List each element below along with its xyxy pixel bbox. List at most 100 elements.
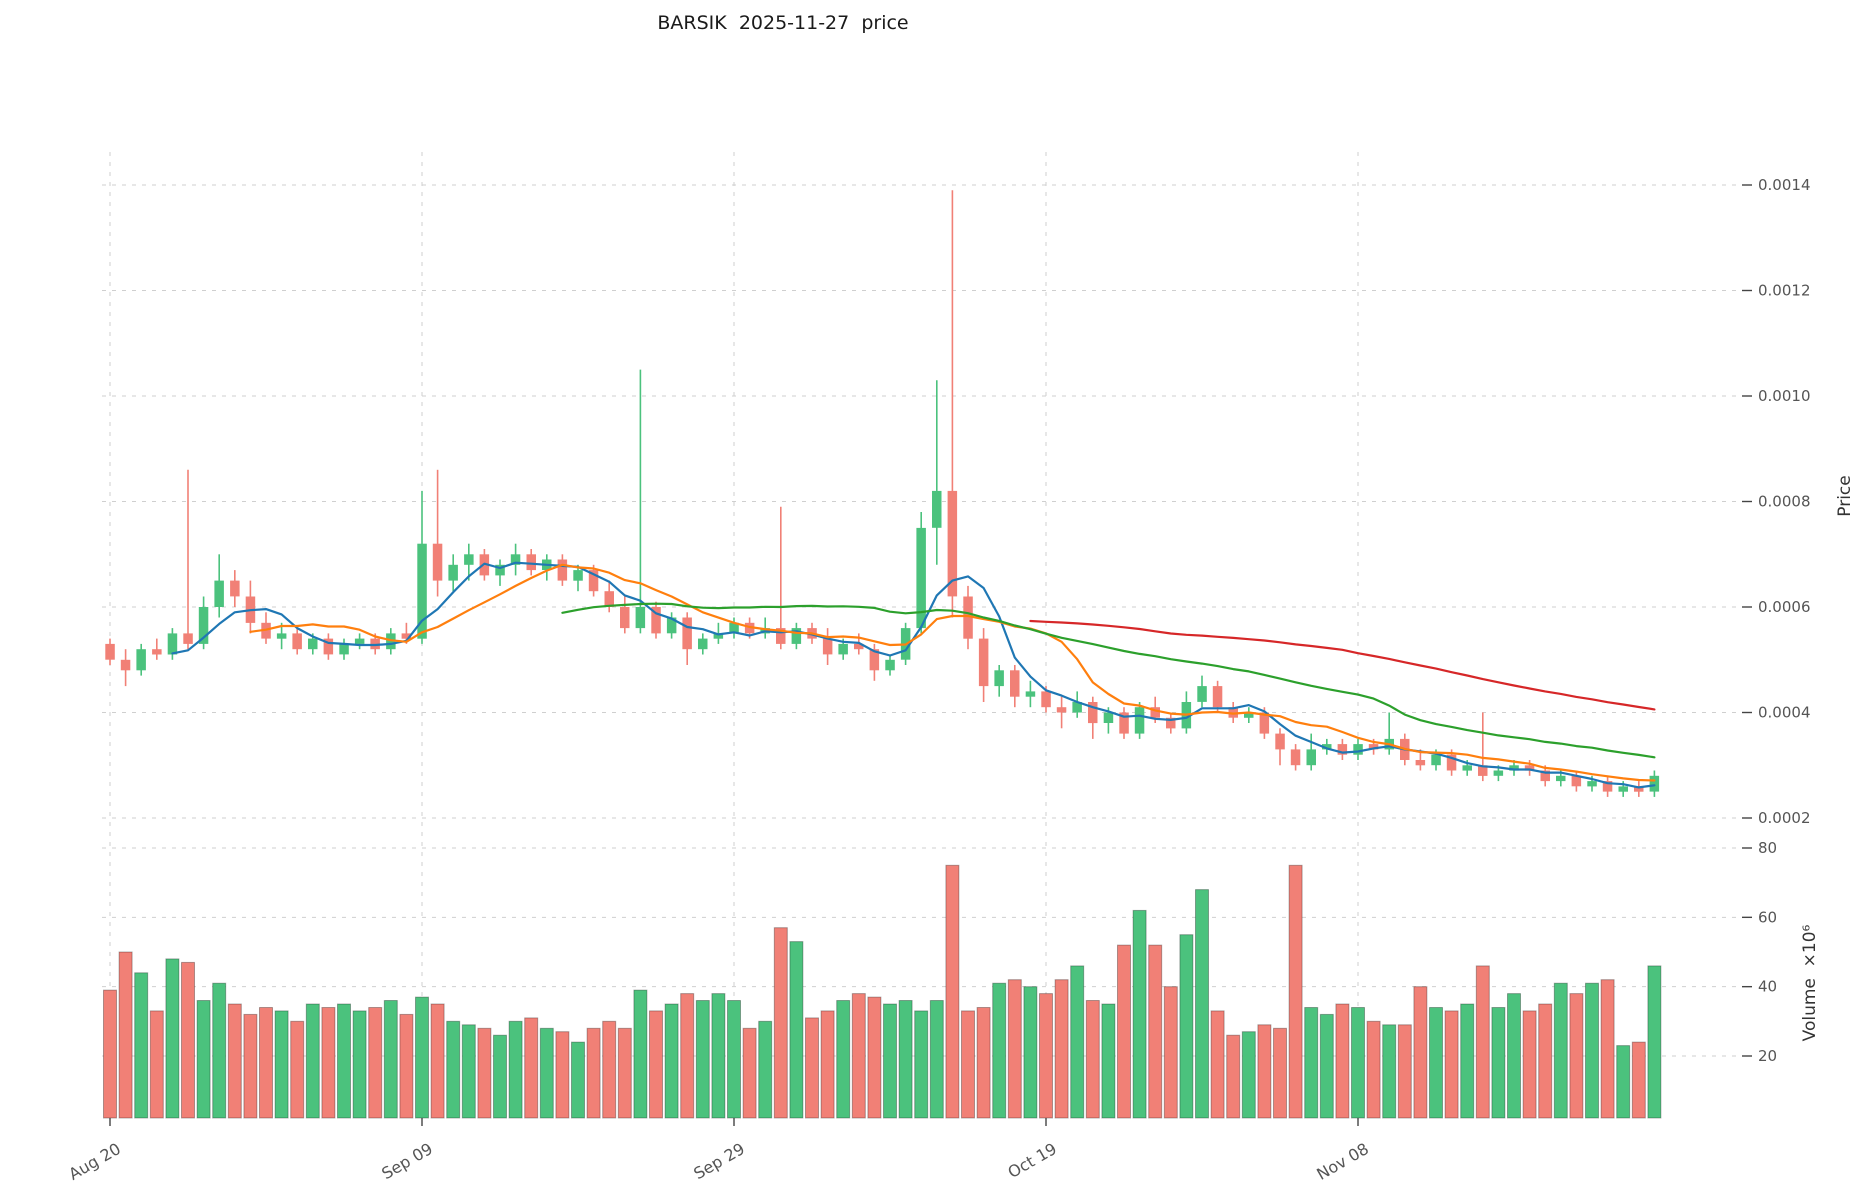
volume-bar	[165, 958, 180, 1119]
candle-body	[1290, 749, 1301, 766]
price-tick-label: 0.0014	[1758, 176, 1811, 194]
candles-layer	[105, 190, 1660, 797]
volume-bar	[1257, 1024, 1272, 1119]
candle-body	[854, 643, 864, 650]
candle-body	[1056, 707, 1067, 713]
candle-body	[713, 633, 724, 639]
volume-bar	[836, 1000, 851, 1119]
candle-body	[1103, 712, 1114, 723]
volume-bar	[368, 1007, 383, 1119]
volume-bar	[1491, 1007, 1506, 1119]
volume-bar	[539, 1027, 554, 1119]
candle-body	[214, 580, 224, 607]
candle-body	[1072, 702, 1082, 713]
candle-body	[1493, 770, 1504, 776]
candle-body	[292, 633, 302, 650]
volume-bar	[1616, 1045, 1631, 1119]
candle-body	[354, 638, 365, 644]
volume-bar	[867, 996, 882, 1119]
volume-bar	[337, 1003, 351, 1119]
volume-bar	[1460, 1003, 1475, 1119]
volume-bar	[1226, 1034, 1241, 1119]
candle-body	[1462, 765, 1472, 771]
volume-bar	[1366, 1020, 1381, 1119]
candle-body	[1431, 754, 1441, 766]
price-tick-label: 0.0006	[1758, 598, 1811, 616]
price-tick-label: 0.0004	[1758, 704, 1811, 722]
candle-body	[1212, 686, 1223, 708]
volume-bar	[727, 1000, 741, 1119]
volume-bar	[383, 1000, 398, 1119]
candle-body	[1150, 707, 1160, 718]
candle-body	[464, 554, 474, 565]
candle-body	[604, 591, 614, 607]
volume-bar	[508, 1020, 523, 1119]
candle-body	[1119, 712, 1129, 734]
volume-bar	[1475, 965, 1490, 1119]
volume-bar	[680, 993, 695, 1119]
candle-body	[1524, 765, 1535, 771]
candle-body	[1244, 712, 1254, 718]
price-tick-label: 0.0012	[1758, 282, 1811, 300]
volume-bar	[649, 1010, 663, 1119]
volume-tick-label: 40	[1758, 978, 1777, 996]
candle-body	[729, 622, 739, 634]
volume-bar	[1195, 889, 1209, 1119]
volume-bar	[352, 1010, 367, 1119]
volume-bar	[305, 1003, 320, 1119]
candle-body	[557, 559, 568, 581]
candle-body	[1166, 717, 1176, 729]
candle-body	[1602, 781, 1613, 792]
candle-body	[682, 617, 692, 650]
volume-bar	[820, 1010, 835, 1119]
candle-body	[370, 638, 380, 650]
volume-bar	[945, 864, 960, 1119]
volume-bar	[461, 1024, 476, 1119]
candle-body	[963, 596, 973, 639]
volume-bar	[555, 1031, 570, 1119]
volume-bar	[415, 996, 429, 1119]
volume-bar	[898, 1000, 913, 1119]
chart-title: BARSIK 2025-11-27 price	[657, 12, 909, 34]
volume-bar	[103, 989, 117, 1119]
candle-body	[947, 490, 958, 597]
ma5-line	[171, 561, 1656, 789]
volume-bar	[118, 951, 133, 1119]
volume-bar	[1538, 1003, 1553, 1119]
volume-bar	[1101, 1003, 1116, 1119]
candle-body	[776, 628, 786, 644]
volume-bar	[1273, 1027, 1287, 1119]
candle-body	[339, 643, 349, 655]
volume-bar	[961, 1010, 975, 1119]
volume-bar	[1397, 1024, 1412, 1119]
candle-body	[869, 649, 880, 671]
volume-bar	[789, 941, 804, 1119]
volume-bar	[274, 1010, 289, 1119]
candle-body	[1134, 707, 1145, 734]
candle-body	[885, 659, 895, 671]
volume-bar	[227, 1003, 242, 1119]
candle-body	[308, 638, 318, 650]
x-tick-label: Nov 08	[1313, 1139, 1372, 1184]
volume-bar	[1179, 934, 1194, 1119]
volume-bar	[1335, 1003, 1350, 1119]
candle-body	[1337, 744, 1348, 755]
candle-body	[1368, 744, 1379, 750]
candle-body	[401, 633, 412, 639]
volume-bar	[1647, 965, 1662, 1119]
volume-bar	[1054, 979, 1069, 1119]
volume-bar	[711, 993, 726, 1119]
candle-body	[838, 643, 848, 655]
volume-bar	[1382, 1024, 1397, 1119]
candle-body	[1228, 707, 1238, 718]
volume-bar	[430, 1003, 445, 1119]
candle-body	[573, 570, 583, 581]
volume-bar	[446, 1020, 461, 1119]
candle-body	[1649, 775, 1660, 792]
volume-bar	[602, 1020, 617, 1119]
candle-body	[495, 564, 505, 576]
candle-body	[432, 543, 443, 581]
volume-bar	[992, 982, 1007, 1119]
